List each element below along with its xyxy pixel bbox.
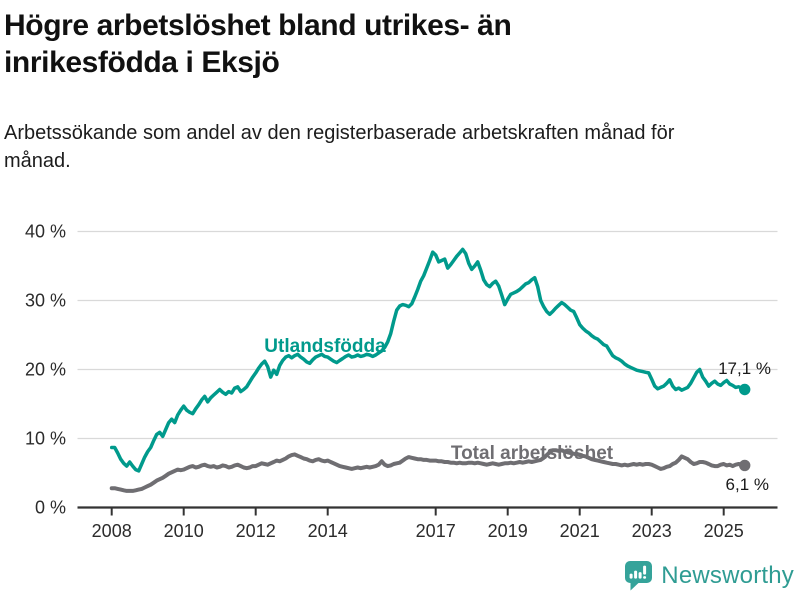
x-tick-label-2017: 2017: [416, 521, 456, 541]
y-tick-label-10: 10 %: [25, 429, 66, 449]
newsworthy-wordmark: Newsworthy: [661, 561, 794, 589]
speech-bubble-shape: [625, 561, 653, 591]
page-subtitle: Arbetssökande som andel av den registerb…: [4, 122, 675, 173]
x-tick-label-2010: 2010: [164, 521, 204, 541]
y-tick-label-0: 0 %: [35, 498, 66, 518]
y-tick-label-40: 40 %: [25, 222, 66, 242]
y-tick-label-30: 30 %: [25, 291, 66, 311]
foreign-born-line: [109, 247, 747, 473]
x-tick-label-2023: 2023: [632, 521, 672, 541]
end-value-label-utlandsfodda: 17,1 %: [718, 359, 771, 378]
total-unemployment-line: [109, 448, 747, 493]
bar-chart-glyph: [629, 565, 647, 579]
x-tick-label-2019: 2019: [488, 521, 528, 541]
newsworthy-chart-bubble-icon: [625, 561, 653, 591]
end-value-label-total: 6,1 %: [726, 475, 769, 494]
total-unemployment-end-dot: [739, 459, 751, 472]
series-label-total-arbetsloshet: Total arbetslöshet: [451, 443, 614, 464]
chart-canvas: 40 % 30 % 20 % 10 % 0 % 2008 2010 2012 2014 2017 2…: [25, 222, 778, 541]
x-tick-label-2008: 2008: [92, 521, 132, 541]
unemployment-line-chart: 40 % 30 % 20 % 10 % 0 % 2008 2010 2012 2014 2017 2…: [25, 222, 778, 541]
y-tick-label-20: 20 %: [25, 360, 66, 380]
series-label-utlandsfodda: Utlandsfödda: [264, 336, 386, 357]
page-title: Högre arbetslöshet bland utrikes- än inr…: [4, 9, 512, 79]
x-tick-label-2012: 2012: [236, 521, 276, 541]
foreign-born-end-dot: [739, 383, 751, 396]
newsworthy-logo: Newsworthy: [624, 560, 794, 591]
x-tick-label-2021: 2021: [560, 521, 600, 541]
x-tick-label-2025: 2025: [704, 521, 744, 541]
x-tick-label-2014: 2014: [308, 521, 348, 541]
